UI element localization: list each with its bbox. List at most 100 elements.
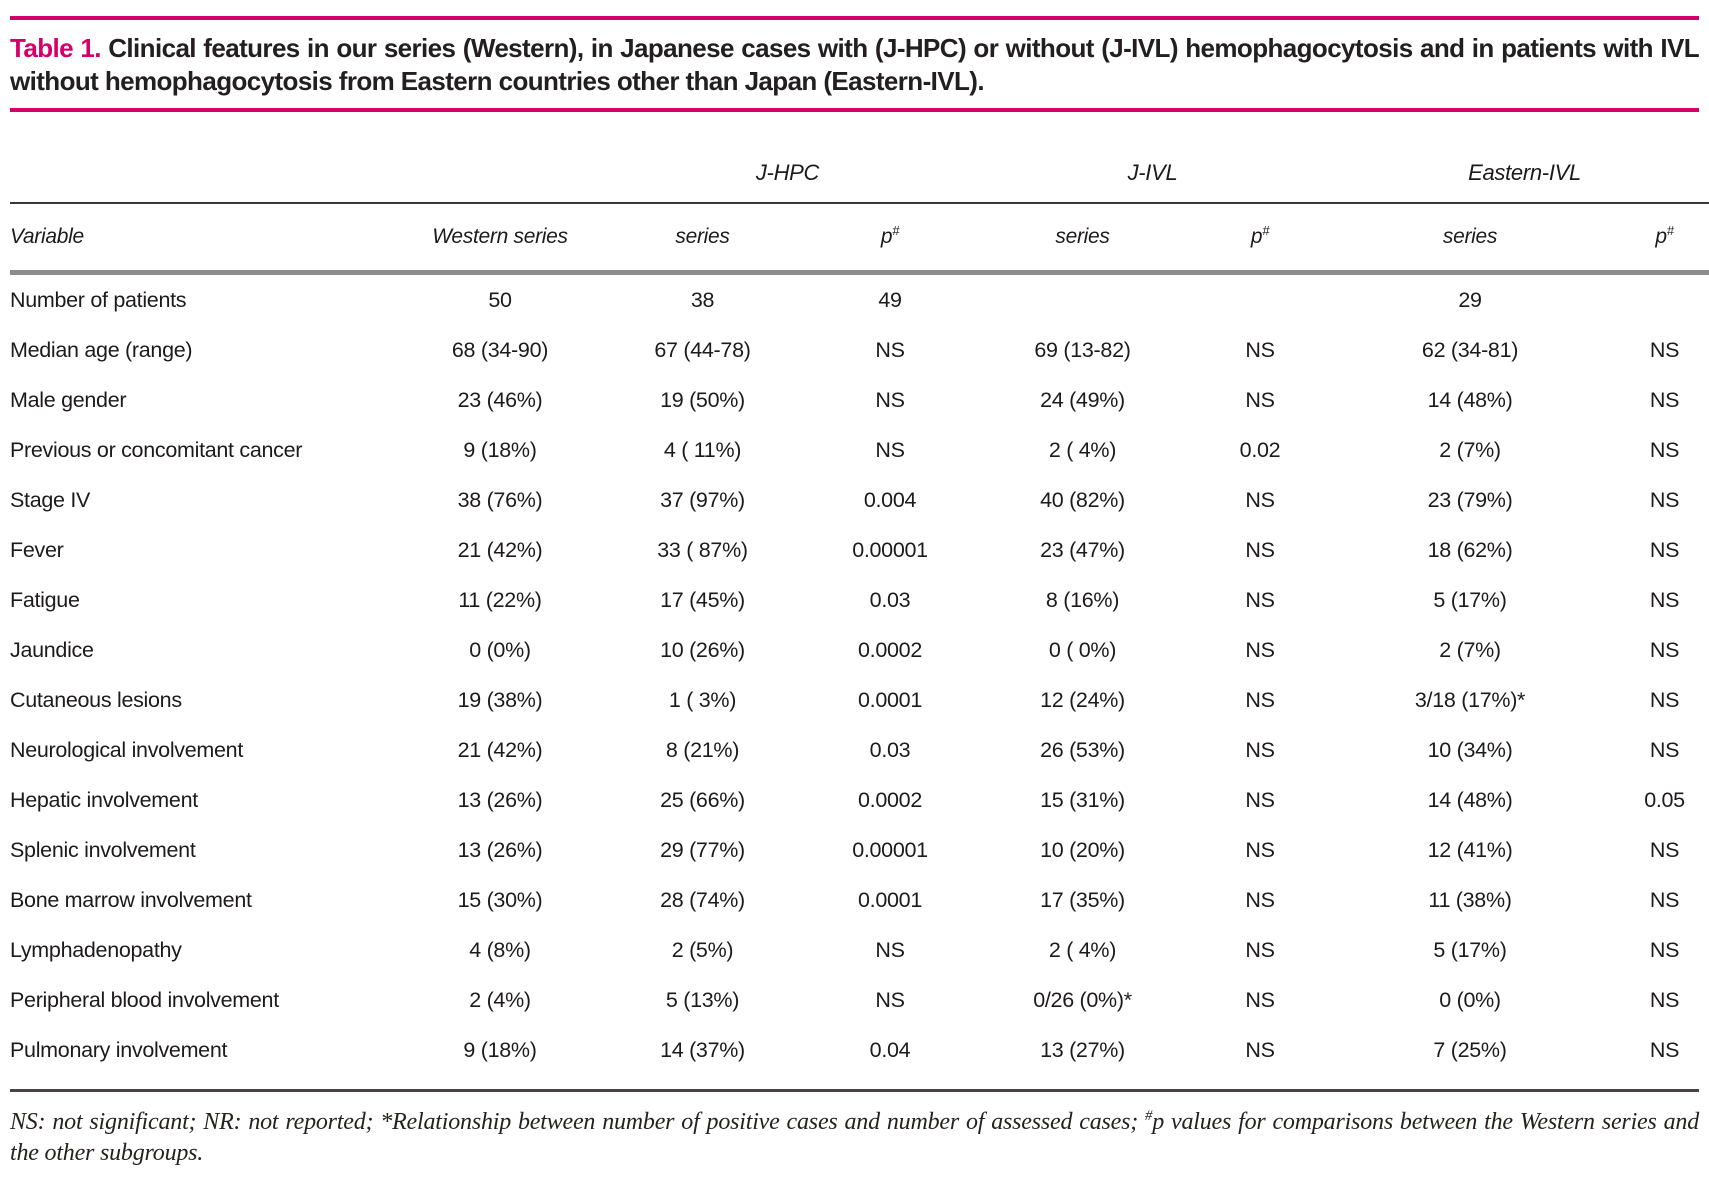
top-rule: [10, 16, 1699, 20]
row-value-cell: 10 (34%): [1427, 737, 1513, 762]
row-variable-label: Male gender: [10, 387, 127, 412]
table-row: Fatigue 11 (22%) 17 (45%) 0.03 8 (16%) NS 5 (1…: [10, 575, 1709, 625]
row-value-cell: 0.004: [863, 487, 917, 512]
row-value-cell: 13 (27%): [1040, 1037, 1125, 1062]
row-value-cell: 3/18 (17%)*: [1414, 687, 1526, 712]
row-variable-label: Median age (range): [10, 337, 193, 362]
row-value-cell: NS: [1649, 987, 1680, 1012]
row-value-cell: 19 (50%): [660, 387, 745, 412]
column-header-jhpc-pvalue: p#: [805, 203, 975, 275]
row-value-cell: 29: [1458, 287, 1482, 312]
row-value-cell: [1610, 273, 1709, 326]
row-value-cell: 40 (82%): [1040, 487, 1125, 512]
row-variable-label: Number of patients: [10, 287, 187, 312]
row-value-cell: 11 (22%): [458, 587, 542, 612]
row-variable-label: Splenic involvement: [10, 837, 196, 862]
table-row: Median age (range) 68 (34-90) 67 (44-78) NS…: [10, 325, 1709, 375]
table-row: Splenic involvement 13 (26%) 29 (77%) 0.000…: [10, 825, 1709, 875]
row-value-cell: NS: [1649, 887, 1680, 912]
row-value-cell: NS: [1245, 687, 1275, 712]
row-value-cell: 13 (26%): [457, 837, 543, 862]
row-value-cell: 23 (47%): [1040, 537, 1125, 562]
row-value-cell: 0.02: [1239, 437, 1281, 462]
table-footnote: NS: not significant; NR: not reported; *…: [10, 1108, 1699, 1166]
row-value-cell: NS: [1245, 387, 1275, 412]
row-value-cell: 12 (41%): [1427, 837, 1513, 862]
row-value-cell: 0/26 (0%)*: [1033, 987, 1132, 1012]
row-value-cell: NS: [1649, 587, 1680, 612]
row-value-cell: NS: [1245, 337, 1275, 362]
row-value-cell: 37 (97%): [660, 487, 745, 512]
row-value-cell: 18 (62%): [1427, 537, 1513, 562]
footnote-rule: [10, 1089, 1699, 1092]
clinical-features-table: J-HPC J-IVL Eastern-IVL Variable Western…: [10, 112, 1709, 1075]
row-value-cell: 2 (7%): [1439, 637, 1501, 662]
row-variable-label: Previous or concomitant cancer: [10, 437, 303, 462]
row-value-cell: NS: [875, 337, 905, 362]
column-header-eastern-pvalue: p#: [1610, 203, 1709, 275]
row-variable-label: Stage IV: [10, 487, 91, 512]
row-value-cell: 0.03: [869, 737, 911, 762]
row-variable-label: Hepatic involvement: [10, 787, 198, 812]
row-value-cell: 19 (38%): [457, 687, 543, 712]
row-value-cell: NS: [1649, 487, 1680, 512]
row-value-cell: 0.03: [869, 587, 911, 612]
row-value-cell: 1 ( 3%): [668, 687, 737, 712]
row-value-cell: NS: [1649, 937, 1680, 962]
row-value-cell: 0.04: [869, 1037, 911, 1062]
row-value-cell: NS: [875, 987, 905, 1012]
group-header-jivl: J-IVL: [975, 112, 1331, 204]
column-header-row: Variable Western series series p# series…: [10, 203, 1709, 275]
row-value-cell: 28 (74%): [660, 887, 745, 912]
row-value-cell: NS: [1649, 837, 1680, 862]
column-header-jivl-pvalue: p#: [1190, 203, 1331, 275]
row-value-cell: 21 (42%): [457, 737, 543, 762]
row-value-cell: 9 (18%): [463, 1037, 537, 1062]
row-value-cell: NS: [1245, 837, 1275, 862]
row-value-cell: 12 (24%): [1040, 687, 1125, 712]
row-value-cell: NS: [1245, 887, 1275, 912]
row-value-cell: NS: [1245, 537, 1275, 562]
row-value-cell: 21 (42%): [457, 537, 543, 562]
row-variable-label: Lymphadenopathy: [10, 937, 182, 962]
column-header-jhpc-series: series: [600, 203, 805, 275]
row-value-cell: 0.00001: [852, 537, 928, 562]
row-value-cell: NS: [1649, 637, 1680, 662]
row-value-cell: 0.0001: [858, 887, 922, 912]
table-row: Neurological involvement 21 (42%) 8 (21%) 0…: [10, 725, 1709, 775]
row-value-cell: 2 (7%): [1439, 437, 1501, 462]
row-value-cell: NS: [1649, 737, 1680, 762]
row-value-cell: 10 (20%): [1040, 837, 1125, 862]
row-value-cell: 0 (0%): [1439, 987, 1501, 1012]
row-value-cell: 26 (53%): [1040, 737, 1125, 762]
row-variable-label: Fever: [10, 537, 64, 562]
table-row: Previous or concomitant cancer 9 (18%) 4 (…: [10, 425, 1709, 475]
row-value-cell: NS: [1649, 437, 1680, 462]
row-value-cell: NS: [1245, 787, 1275, 812]
row-variable-label: Fatigue: [10, 587, 80, 612]
row-value-cell: 17 (35%): [1040, 887, 1125, 912]
row-value-cell: NS: [875, 937, 905, 962]
row-variable-label: Cutaneous lesions: [10, 687, 182, 712]
row-value-cell: 0 ( 0%): [1048, 637, 1117, 662]
row-value-cell: [1190, 273, 1330, 326]
table-row: Peripheral blood involvement 2 (4%) 5 (13%…: [10, 975, 1709, 1025]
row-value-cell: 2 (5%): [671, 937, 734, 962]
row-value-cell: 15 (30%): [457, 887, 543, 912]
table-number-label: Table 1.: [10, 33, 101, 63]
row-variable-label: Jaundice: [10, 637, 94, 662]
table-title: Table 1. Clinical features in our series…: [10, 32, 1700, 98]
row-value-cell: 67 (44-78): [654, 337, 751, 362]
row-value-cell: 24 (49%): [1040, 387, 1125, 412]
column-header-eastern-series: series: [1330, 203, 1611, 275]
row-value-cell: 62 (34-81): [1421, 337, 1519, 362]
row-value-cell: 5 (13%): [665, 987, 740, 1012]
row-value-cell: 23 (46%): [457, 387, 543, 412]
group-header-jhpc: J-HPC: [600, 112, 975, 204]
row-value-cell: [975, 273, 1190, 326]
group-header-eastern-ivl: Eastern-IVL: [1330, 112, 1709, 204]
row-value-cell: 50: [488, 287, 512, 312]
row-value-cell: NS: [1245, 987, 1275, 1012]
table-row: Fever 21 (42%) 33 ( 87%) 0.00001 23 (47%) NS 1…: [10, 525, 1709, 575]
row-value-cell: 2 ( 4%): [1048, 937, 1117, 962]
